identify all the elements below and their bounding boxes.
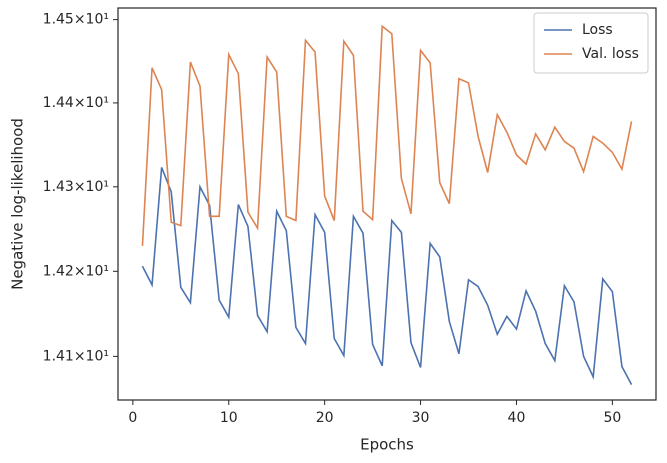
line-series [141,167,633,385]
x-tick-label: 50 [603,410,621,426]
y-tick-label: 1.42×10¹ [43,263,109,279]
y-axis-label: Negative log-likelihood [9,118,27,290]
y-tick-label: 1.43×10¹ [43,179,109,195]
y-tick-label: 1.41×10¹ [43,348,109,364]
plot-frame [117,7,657,401]
legend-label: Loss [582,22,613,38]
x-tick-label: 40 [508,410,526,426]
x-tick-label: 20 [316,410,334,426]
legend-label: Val. loss [582,46,639,62]
legend-box [533,12,649,74]
y-tick-label: 1.44×10¹ [43,95,109,111]
x-axis-label: Epochs [360,436,414,454]
line-series [141,24,633,246]
x-tick-label: 0 [128,410,137,426]
x-tick-label: 10 [220,410,238,426]
y-tick-label: 1.45×10¹ [43,12,109,28]
x-tick-label: 30 [412,410,430,426]
